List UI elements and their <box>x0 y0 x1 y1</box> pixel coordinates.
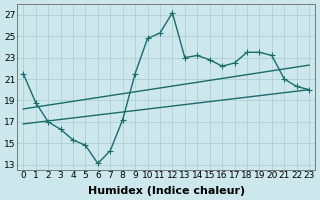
X-axis label: Humidex (Indice chaleur): Humidex (Indice chaleur) <box>88 186 245 196</box>
